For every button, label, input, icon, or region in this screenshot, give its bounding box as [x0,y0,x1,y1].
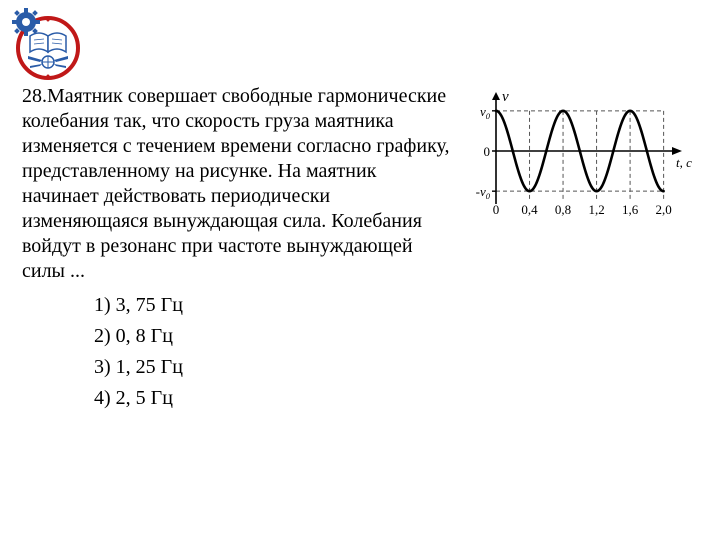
answer-option-1: 1) 3, 75 Гц [94,290,702,321]
svg-text:v: v [502,89,509,105]
svg-text:0,8: 0,8 [555,202,571,217]
svg-text:1,2: 1,2 [588,202,604,217]
svg-text:t, с: t, с [676,155,692,170]
question-number: 28. [22,85,47,107]
svg-text:1,6: 1,6 [622,202,639,217]
question-block: 28.Маятник совершает свободные гармониче… [22,84,702,414]
svg-text:-v0: -v0 [476,184,491,201]
svg-text:0: 0 [493,202,500,217]
svg-text:0,4: 0,4 [521,202,538,217]
question-text: 28.Маятник совершает свободные гармониче… [22,84,456,284]
svg-text:2,0: 2,0 [655,202,671,217]
answer-options: 1) 3, 75 Гц 2) 0, 8 Гц 3) 1, 25 Гц 4) 2,… [22,290,702,414]
answer-option-4: 4) 2, 5 Гц [94,383,702,414]
svg-text:v0: v0 [480,104,491,121]
university-logo [8,8,92,88]
answer-option-2: 2) 0, 8 Гц [94,321,702,352]
velocity-time-graph: vt, сv00-v000,40,81,21,62,0 [464,88,702,228]
svg-text:0: 0 [484,144,491,159]
answer-option-3: 3) 1, 25 Гц [94,352,702,383]
question-body: Маятник совершает свободные гармонически… [22,85,450,282]
